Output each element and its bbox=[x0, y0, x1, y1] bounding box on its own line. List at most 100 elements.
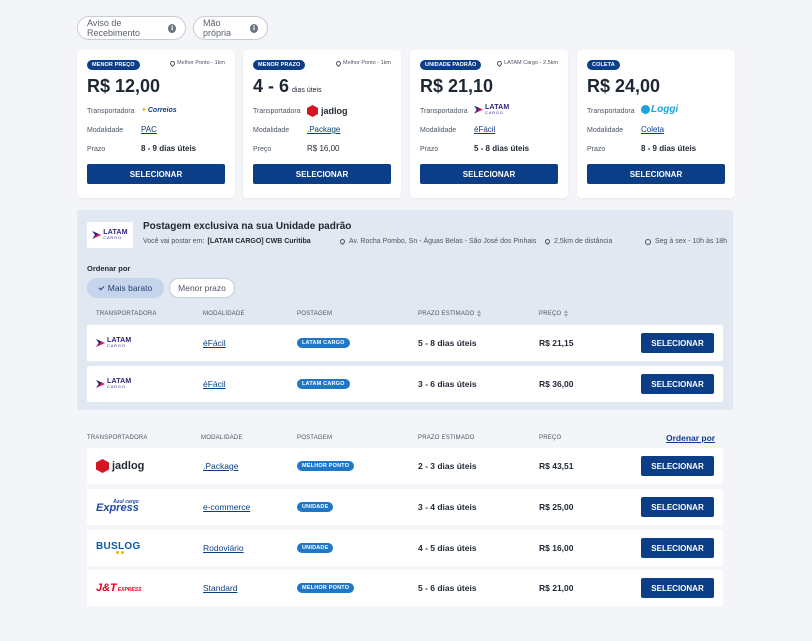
row-price: R$ 21,00 bbox=[539, 583, 574, 593]
row-modality-link[interactable]: Rodoviário bbox=[203, 543, 244, 553]
card-modality-link[interactable]: Coleta bbox=[641, 125, 665, 134]
carrier-name: LATAM bbox=[107, 378, 132, 386]
row-modality-link[interactable]: .Package bbox=[203, 461, 239, 471]
filter-label: Aviso de Recebimento bbox=[87, 18, 141, 38]
col-header-carrier: TRANSPORTADORA bbox=[96, 311, 157, 317]
card-badge: COLETA bbox=[587, 60, 620, 70]
card-modality-link[interactable]: PAC bbox=[141, 125, 157, 134]
card-carrier-logo: ✦ Correios bbox=[141, 106, 177, 115]
location-pin-icon bbox=[496, 59, 504, 67]
row-modality-link[interactable]: éFácil bbox=[203, 379, 226, 389]
card-carrier-label: Transportadora bbox=[87, 108, 135, 115]
latam-mark-icon bbox=[474, 105, 483, 114]
card-row3-value: 5 - 8 dias úteis bbox=[474, 144, 530, 153]
card-carrier-label: Transportadora bbox=[587, 108, 635, 115]
jadlog-cube-icon bbox=[96, 459, 109, 473]
buslog-dots-icon bbox=[116, 551, 141, 554]
offer-card-fastest: MENOR PRAZO Melhor Ponto - 1km 4 - 6 dias… bbox=[243, 50, 401, 198]
select-button[interactable]: SELECIONAR bbox=[641, 333, 714, 353]
filter-label: Mão própria bbox=[203, 18, 232, 38]
postage-tag: UNIDADE bbox=[297, 543, 334, 553]
card-row2-label: Modalidade bbox=[420, 127, 457, 134]
card-tag: LATAM Cargo - 2.5km bbox=[496, 59, 558, 67]
col-header-price[interactable]: PREÇO bbox=[539, 310, 569, 317]
card-tag: Melhor Ponto - 1km bbox=[168, 59, 225, 67]
row-postage: LATAM CARGO bbox=[297, 325, 350, 361]
latam-mark-icon bbox=[96, 338, 105, 347]
carrier-name: Loggi bbox=[651, 104, 679, 115]
info-icon: i bbox=[168, 23, 176, 33]
clock-icon bbox=[645, 238, 651, 245]
filter-mao-propria[interactable]: Mão própria i bbox=[193, 16, 268, 40]
select-button[interactable]: SELECIONAR bbox=[641, 497, 714, 517]
col-header-carrier: TRANSPORTADORA bbox=[87, 435, 148, 441]
card-row2-label: Modalidade bbox=[587, 127, 624, 134]
card-price: R$ 21,10 bbox=[420, 76, 493, 97]
check-icon bbox=[98, 284, 105, 290]
carrier-sub: EXPRESS bbox=[117, 587, 142, 593]
select-button[interactable]: SELECIONAR bbox=[641, 578, 714, 598]
card-tag-text: Melhor Ponto - 1km bbox=[343, 60, 391, 66]
card-carrier-logo: LATAM CARGO bbox=[474, 104, 510, 115]
panel-title: Postagem exclusiva na sua Unidade padrão bbox=[143, 221, 352, 232]
sort-chip-cheapest[interactable]: Mais barato bbox=[87, 278, 164, 298]
panel-distance: 2,5km de distância bbox=[543, 237, 613, 246]
select-button[interactable]: SELECIONAR bbox=[641, 456, 714, 476]
sort-label: Ordenar por bbox=[87, 264, 131, 273]
card-row3-label: Prazo bbox=[87, 146, 106, 153]
row-deadline: 4 - 5 dias úteis bbox=[418, 543, 477, 553]
row-price: R$ 36,00 bbox=[539, 379, 574, 389]
loggi-logo: Loggi bbox=[641, 104, 678, 115]
row-modality-link[interactable]: Standard bbox=[203, 583, 238, 593]
buslog-logo: BUSLOG bbox=[96, 542, 141, 554]
carrier-sub: CARGO bbox=[107, 384, 126, 390]
select-button[interactable]: SELECIONAR bbox=[641, 374, 714, 394]
select-button[interactable]: SELECIONAR bbox=[253, 164, 391, 184]
select-button[interactable]: SELECIONAR bbox=[587, 164, 725, 184]
row-modality-link[interactable]: e-commerce bbox=[203, 502, 251, 512]
filter-aviso-recebimento[interactable]: Aviso de Recebimento i bbox=[77, 16, 186, 40]
header-label: PREÇO bbox=[539, 310, 562, 317]
select-button[interactable]: SELECIONAR bbox=[87, 164, 225, 184]
order-by-link[interactable]: Ordenar por bbox=[666, 433, 716, 443]
panel-address: Av. Rocha Pombo, Sn - Águas Belas - São … bbox=[338, 237, 537, 246]
card-price-value: 4 - 6 bbox=[253, 76, 290, 96]
card-price-value: R$ 21,10 bbox=[420, 76, 494, 96]
select-button[interactable]: SELECIONAR bbox=[641, 538, 714, 558]
row-postage: MELHOR PONTO bbox=[297, 570, 355, 606]
col-header-price: PREÇO bbox=[539, 435, 562, 441]
azul-cargo-express-logo: Azul cargo Express bbox=[96, 500, 139, 514]
latam-logo: LATAM CARGO bbox=[96, 378, 132, 390]
row-deadline: 5 - 6 dias úteis bbox=[418, 583, 477, 593]
carrier-name: jadlog bbox=[112, 460, 145, 472]
card-tag-text: Melhor Ponto - 1km bbox=[177, 60, 225, 66]
row-deadline: 3 - 4 dias úteis bbox=[418, 502, 477, 512]
card-modality-link[interactable]: .Package bbox=[307, 125, 341, 134]
carrier-name: LATAM bbox=[485, 104, 510, 111]
latam-logo: LATAM CARGO bbox=[474, 104, 510, 115]
panel-distance-text: 2,5km de distância bbox=[554, 238, 613, 245]
carrier-name: BUSLOG bbox=[96, 541, 141, 552]
offer-card-pickup: COLETA R$ 24,00 Transportadora Loggi Mod… bbox=[577, 50, 735, 198]
row-postage: MELHOR PONTO bbox=[297, 448, 355, 484]
carrier-name: Correios bbox=[147, 106, 177, 114]
card-badge: MENOR PREÇO bbox=[87, 60, 140, 70]
card-row3-label: Prazo bbox=[420, 146, 439, 153]
col-header-modality: MODALIDADE bbox=[203, 311, 245, 317]
row-carrier-logo: LATAM CARGO bbox=[96, 366, 131, 402]
sort-chip-fastest[interactable]: Menor prazo bbox=[169, 278, 235, 298]
card-carrier-logo: Loggi bbox=[641, 104, 678, 115]
col-header-deadline[interactable]: PRAZO ESTIMADO bbox=[418, 310, 482, 317]
card-modality-link[interactable]: éFácil bbox=[474, 125, 496, 134]
card-carrier-label: Transportadora bbox=[420, 108, 468, 115]
panel-subtitle: Você vai postar em: [LATAM CARGO] CWB Cur… bbox=[143, 238, 311, 245]
select-button[interactable]: SELECIONAR bbox=[420, 164, 558, 184]
col-header-modality: MODALIDADE bbox=[201, 435, 243, 441]
panel-address-text: Av. Rocha Pombo, Sn - Águas Belas - São … bbox=[349, 238, 537, 245]
chip-label: Menor prazo bbox=[178, 283, 226, 293]
row-modality-link[interactable]: éFácil bbox=[203, 338, 226, 348]
row-postage: UNIDADE bbox=[297, 530, 334, 566]
location-pin-icon bbox=[338, 237, 347, 246]
panel-carrier-logo: LATAM CARGO bbox=[87, 222, 133, 248]
card-price: R$ 12,00 bbox=[87, 76, 160, 97]
